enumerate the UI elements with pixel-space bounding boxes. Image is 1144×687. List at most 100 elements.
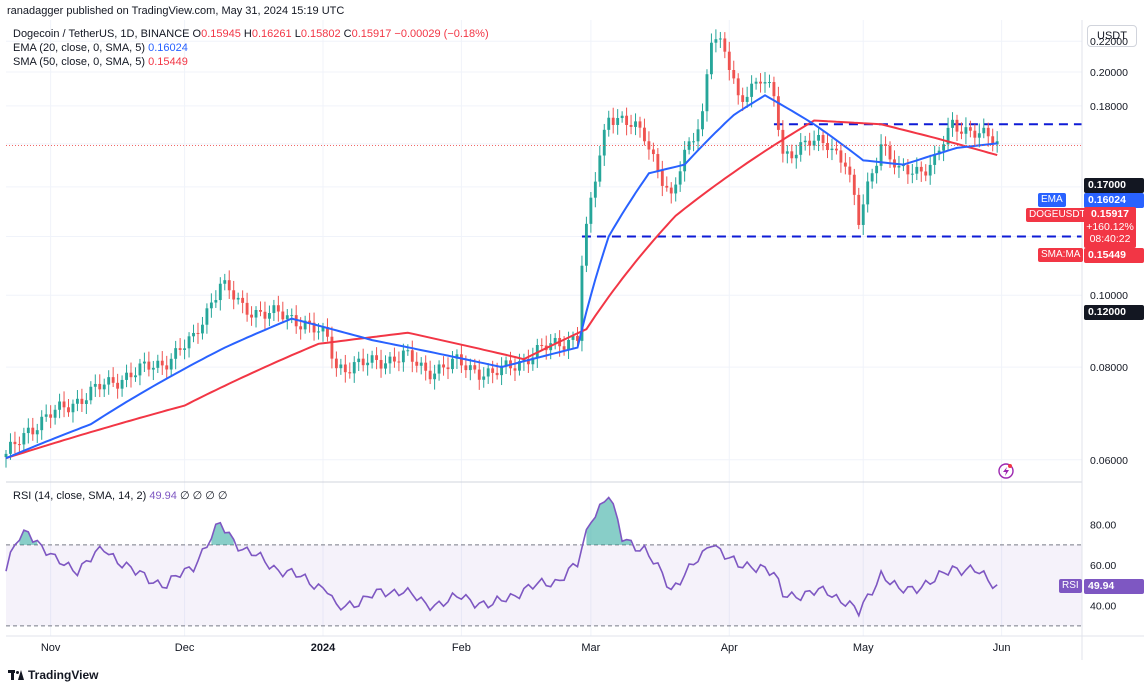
symbol-line[interactable]: Dogecoin / TetherUS, 1D, BINANCE (13, 28, 190, 40)
candle (964, 117, 968, 145)
alert-flash-icon[interactable] (998, 463, 1014, 479)
symbol-info-row: Dogecoin / TetherUS, 1D, BINANCE O0.1594… (13, 27, 489, 41)
sma-legend[interactable]: SMA (50, close, 0, SMA, 5) 0.15449 (13, 55, 188, 69)
candle (580, 255, 584, 352)
candle (4, 450, 8, 468)
rsi-tick-label: 40.00 (1090, 601, 1116, 613)
candle (151, 360, 155, 381)
ohlc-value-l: 0.15802 (300, 28, 341, 40)
rsi-band (6, 544, 1082, 626)
candle-body (741, 95, 745, 102)
last-price-box: 0.15917 +160.12% 08:40:22 (1084, 207, 1136, 248)
candle-body (915, 166, 919, 174)
candle (919, 161, 923, 182)
candle-body (446, 367, 450, 370)
candle-body (352, 362, 356, 374)
candle-body (44, 414, 48, 417)
candle-body (643, 127, 646, 142)
candle-body (35, 430, 39, 435)
candle-body (839, 150, 843, 163)
candle-body (897, 165, 901, 168)
candle (955, 114, 959, 142)
candle-body (473, 365, 477, 370)
candle-body (348, 372, 352, 374)
candle-body (370, 355, 374, 363)
candle (567, 331, 570, 359)
candle-body (424, 362, 428, 371)
ohlc-key-l: L (291, 28, 301, 40)
candle-body (482, 376, 486, 380)
candle-body (174, 348, 178, 359)
candle (58, 393, 62, 419)
candle (768, 74, 771, 88)
candle-body (151, 367, 155, 370)
candle (866, 172, 870, 213)
candle-body (419, 362, 423, 366)
candle-body (334, 358, 338, 369)
candle-body (232, 290, 236, 300)
candle (35, 423, 39, 444)
candle-body (692, 141, 695, 143)
candle (334, 351, 338, 377)
candle (116, 373, 120, 399)
candle (589, 192, 593, 233)
candle (808, 132, 812, 156)
time-tick-label: May (853, 642, 874, 654)
candle-body (67, 407, 70, 413)
candle (223, 273, 227, 291)
candle (669, 182, 673, 204)
candle-body (442, 364, 445, 368)
candle (763, 72, 767, 93)
candle-body (89, 386, 93, 401)
candle-body (754, 81, 758, 84)
candle-body (397, 361, 401, 363)
candle-body (732, 70, 736, 79)
candle-body (785, 151, 789, 154)
candle (893, 150, 896, 175)
candle-body (93, 383, 97, 387)
candle (174, 340, 178, 370)
candle-body (245, 302, 249, 315)
candle (156, 354, 160, 374)
candle-body (602, 129, 606, 156)
candle-body (53, 409, 57, 418)
candle-body (285, 315, 289, 320)
candle-body (22, 433, 26, 445)
candle-body (531, 357, 535, 365)
candle (232, 280, 236, 310)
candle (419, 357, 423, 375)
rsi-legend[interactable]: RSI (14, close, SMA, 14, 2) 49.94 ∅ ∅ ∅ … (13, 489, 227, 503)
candle-body (26, 427, 30, 434)
candle (718, 31, 722, 48)
candle (241, 290, 245, 314)
candle-body (165, 365, 169, 370)
candle-body (134, 375, 137, 378)
price-tick-label: 0.22000 (1090, 36, 1128, 48)
candle (214, 290, 218, 308)
candle (951, 112, 954, 137)
candle-body (803, 140, 807, 143)
ohlc-value-h: 0.16261 (251, 28, 292, 40)
candle-body (495, 372, 499, 376)
candle (67, 398, 70, 417)
currency-button[interactable]: USDT (1087, 25, 1137, 47)
tradingview-logo[interactable]: TradingView (8, 668, 98, 682)
price-tick-label: 0.10000 (1090, 290, 1128, 302)
ema-legend[interactable]: EMA (20, close, 0, SMA, 5) 0.16024 (13, 41, 188, 55)
candle-body (401, 350, 405, 363)
candle (629, 114, 633, 135)
candle-body (571, 335, 575, 340)
candle-body (281, 311, 285, 320)
candle-body (660, 170, 664, 186)
candle-body (817, 135, 821, 141)
candle-body (196, 332, 200, 334)
candle (93, 374, 97, 397)
candle-body (410, 350, 414, 362)
sma-legend-value: 0.15449 (148, 56, 188, 68)
candle (714, 29, 718, 53)
candle (424, 355, 428, 381)
candle (754, 77, 758, 90)
candle-body (31, 427, 35, 435)
candle-body (625, 115, 629, 125)
